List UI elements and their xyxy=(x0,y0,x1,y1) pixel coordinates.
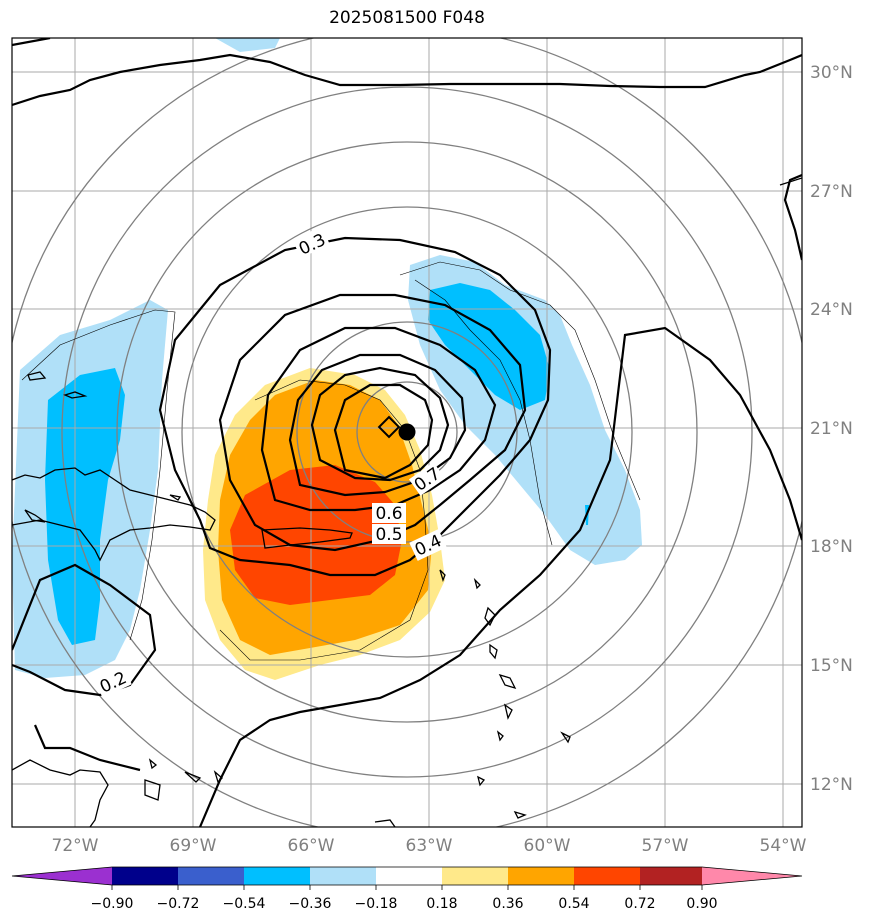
colorbar-tick: −0.72 xyxy=(157,896,200,912)
lat-tick: 18°N xyxy=(810,537,853,557)
lon-tick: 54°W xyxy=(760,836,807,856)
colorbar-segment xyxy=(310,867,376,885)
lat-tick: 30°N xyxy=(810,63,853,83)
colorbar-tick: 0.18 xyxy=(426,896,457,912)
colorbar-tick: −0.36 xyxy=(289,896,332,912)
negative-shading-medium xyxy=(45,283,589,645)
colorbar-tick: −0.90 xyxy=(91,896,134,912)
lon-tick: 60°W xyxy=(524,836,571,856)
lon-tick: 66°W xyxy=(288,836,335,856)
coastlines xyxy=(12,177,802,827)
colorbar-tick: −0.54 xyxy=(223,896,266,912)
lat-tick: 24°N xyxy=(810,300,853,320)
colorbar-segment xyxy=(12,867,112,885)
colorbar-tick: 0.90 xyxy=(686,896,717,912)
colorbar-segment xyxy=(442,867,508,885)
lat-tick: 27°N xyxy=(810,182,853,202)
colorbar-tick: 0.72 xyxy=(624,896,655,912)
map-area xyxy=(12,38,802,827)
range-rings xyxy=(12,38,802,827)
colorbar-segment xyxy=(508,867,574,885)
lat-tick: 21°N xyxy=(810,419,853,439)
contour-label: 0.6 xyxy=(375,504,402,524)
colorbar: −0.90 −0.72 −0.54 −0.36 −0.18 0.18 0.36 … xyxy=(11,866,803,912)
diamond-marker xyxy=(377,415,401,439)
storm-center-marker xyxy=(398,423,416,441)
thin-contours xyxy=(21,261,641,661)
lon-tick: 57°W xyxy=(642,836,689,856)
colorbar-segment xyxy=(574,867,640,885)
lon-tick-labels: 72°W 69°W 66°W 63°W 60°W 57°W 54°W xyxy=(52,836,807,856)
colorbar-segment xyxy=(640,867,702,885)
lat-tick: 15°N xyxy=(810,656,853,676)
map-frame xyxy=(11,37,803,828)
map-title: 2025081500 F048 xyxy=(329,8,485,28)
colorbar-segment xyxy=(376,867,442,885)
colorbar-tick: 0.54 xyxy=(558,896,589,912)
lon-tick: 72°W xyxy=(52,836,99,856)
colorbar-tick: 0.36 xyxy=(492,896,523,912)
lat-tick: 12°N xyxy=(810,775,853,795)
colorbar-segment xyxy=(244,867,310,885)
colorbar-segment xyxy=(112,867,178,885)
colorbar-tick: −0.18 xyxy=(355,896,398,912)
contour-label: 0.5 xyxy=(375,525,402,545)
lon-tick: 63°W xyxy=(406,836,453,856)
lat-tick-labels: 30°N 27°N 24°N 21°N 18°N 15°N 12°N xyxy=(810,63,853,795)
colorbar-segment xyxy=(178,867,244,885)
lon-tick: 69°W xyxy=(170,836,217,856)
colorbar-segment xyxy=(702,867,802,885)
